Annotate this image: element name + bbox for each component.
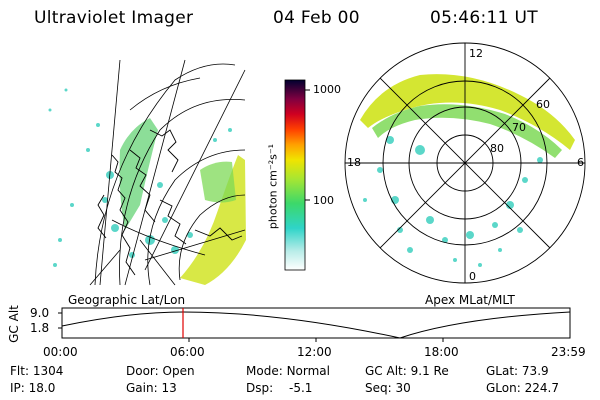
status-door: Door: Open [126,364,195,378]
altitude-ytick-9: 9.0 [30,306,50,320]
colorbar-tick-100: 100 [313,194,334,207]
colorbar-label: photon cm⁻²s⁻¹ [266,143,280,230]
apex-polar-plot [344,42,586,284]
status-gain-value: 13 [161,381,177,395]
status-gc-alt: GC Alt: 9.1 Re [365,364,449,378]
status-glon-label: GLon: [486,381,521,395]
altitude-xtick-0600: 06:00 [170,345,205,359]
status-dsp-label: Dsp: [246,381,274,395]
geographic-label: Geographic Lat/Lon [68,293,186,307]
mlt-label-18: 18 [347,156,361,169]
status-seq-label: Seq: [365,381,392,395]
mlt-label-12: 12 [469,47,483,60]
status-door-label: Door: [126,364,159,378]
instrument-title: Ultraviolet Imager [34,8,194,28]
colorbar [284,79,306,271]
status-dsp-value: -5.1 [288,381,313,395]
status-glat-value: 73.9 [521,364,549,378]
altitude-xtick-0000: 00:00 [43,345,78,359]
status-seq-value: 30 [395,381,411,395]
lat-label-60: 60 [536,98,550,111]
status-mode-label: Mode: [246,364,283,378]
status-ip-label: IP: [10,381,25,395]
status-ip-value: 18.0 [28,381,56,395]
status-flt-value: 1304 [32,364,64,378]
status-gain: Gain: 13 [126,381,177,395]
status-door-value: Open [162,364,195,378]
status-mode: Mode: Normal [246,364,330,378]
status-glon: GLon: 224.7 [486,381,559,395]
status-ip: IP: 18.0 [10,381,55,395]
colorbar-tick-1000: 1000 [313,83,341,96]
status-gc-alt-value: 9.1 Re [410,364,449,378]
status-glon-value: 224.7 [524,381,559,395]
mlt-label-0: 0 [469,270,476,283]
status-seq: Seq: 30 [365,381,411,395]
altitude-ylabel: GC Alt [7,305,21,343]
apex-label: Apex MLat/MLT [425,293,515,307]
status-gc-alt-label: GC Alt: [365,364,407,378]
lat-label-80: 80 [490,142,504,155]
status-gain-label: Gain: [126,381,158,395]
altitude-xtick-1800: 18:00 [424,345,459,359]
status-dsp: Dsp: -5.1 [246,381,312,395]
observation-time: 05:46:11 UT [430,8,538,28]
altitude-ytick-1.8: 1.8 [30,321,50,335]
altitude-plot [58,307,571,342]
status-glat: GLat: 73.9 [486,364,549,378]
status-glat-label: GLat: [486,364,519,378]
lat-label-70: 70 [512,121,526,134]
status-mode-value: Normal [286,364,330,378]
altitude-xtick-1200: 12:00 [297,345,332,359]
status-flt: Flt: 1304 [10,364,63,378]
observation-date: 04 Feb 00 [273,8,360,28]
status-flt-label: Flt: [10,364,29,378]
geographic-map [48,59,246,286]
mlt-label-6: 6 [577,156,584,169]
altitude-xtick-2359: 23:59 [551,345,586,359]
